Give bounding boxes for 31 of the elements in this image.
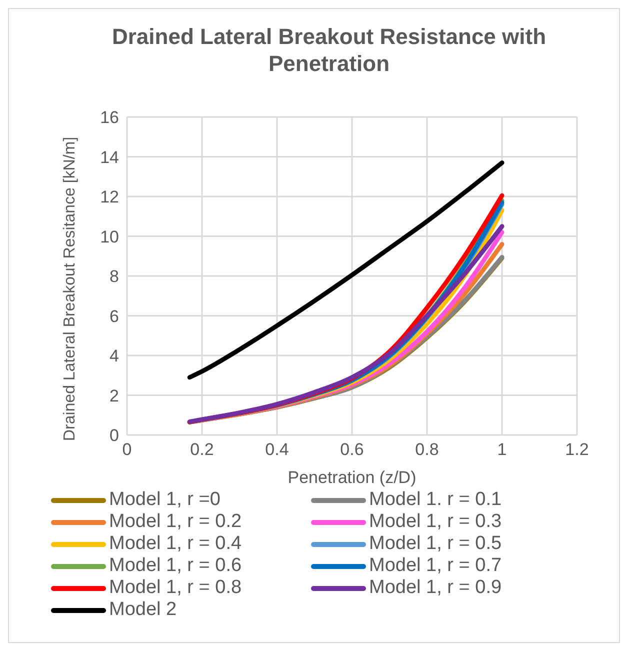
legend-label: Model 1, r = 0.9 xyxy=(369,577,502,599)
y-tick-label: 2 xyxy=(110,386,119,406)
x-tick-label: 0.6 xyxy=(340,440,364,460)
y-tick-label: 4 xyxy=(110,346,119,366)
legend-label: Model 1, r = 0.5 xyxy=(369,533,502,555)
legend-label: Model 1, r = 0.6 xyxy=(109,555,242,577)
y-tick-label: 14 xyxy=(100,148,119,167)
legend-label: Model 1, r =0 xyxy=(109,489,220,511)
x-axis-title: Penetration (z/D) xyxy=(288,468,416,487)
legend-label: Model 1. r = 0.1 xyxy=(369,489,502,511)
y-tick-label: 0 xyxy=(110,426,119,446)
legend-label: Model 1, r = 0.8 xyxy=(109,577,242,599)
y-axis-title: Drained Lateral Breakout Resitance [kN/m] xyxy=(62,136,79,441)
y-tick-label: 12 xyxy=(100,188,119,207)
y-tick-label: 6 xyxy=(110,306,119,326)
legend-label: Model 1, r = 0.7 xyxy=(369,555,502,577)
y-tick-label: 8 xyxy=(110,267,119,286)
legend-label: Model 1, r = 0.3 xyxy=(369,511,502,533)
y-tick-label: 16 xyxy=(100,108,119,128)
x-tick-label: 0 xyxy=(122,440,132,460)
y-tick-label: 10 xyxy=(100,227,119,246)
x-tick-label: 0.2 xyxy=(190,440,214,460)
x-tick-label: 1 xyxy=(497,440,507,460)
x-tick-label: 0.8 xyxy=(415,440,439,460)
legend-label: Model 1, r = 0.4 xyxy=(109,533,242,555)
x-tick-label: 1.2 xyxy=(565,440,589,460)
x-tick-label: 0.4 xyxy=(265,440,289,460)
legend-label: Model 1, r = 0.2 xyxy=(109,511,242,533)
line-series xyxy=(187,160,504,380)
legend-label: Model 2 xyxy=(109,599,177,621)
chart-title: Drained Lateral Breakout Resistance with Penetration xyxy=(110,23,548,77)
